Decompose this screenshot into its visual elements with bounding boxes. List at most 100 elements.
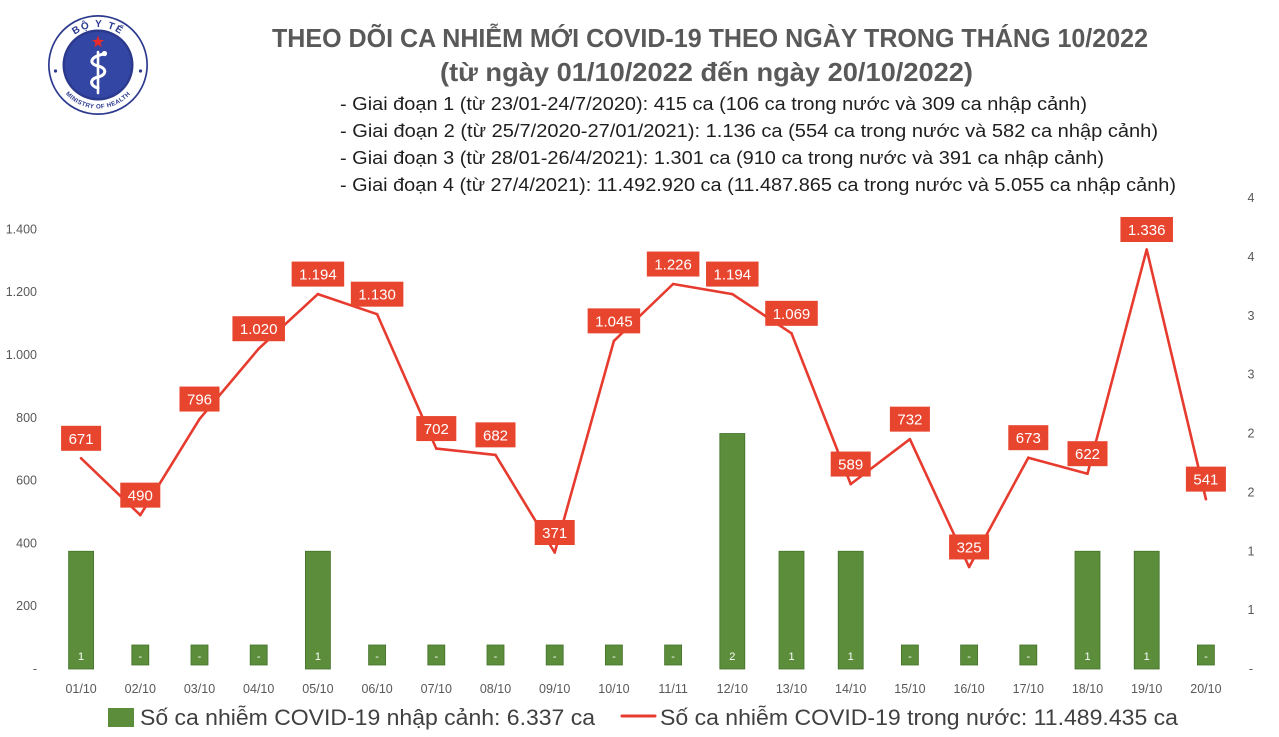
line-label-13-10: 1.069	[773, 306, 811, 323]
line-label-box-09-10	[534, 520, 575, 546]
chart-subtitle: (từ ngày 01/10/2022 đến ngày 20/10/2022)	[440, 57, 973, 87]
bar-zero-04-10	[249, 644, 268, 666]
bar-data-labels: 1 - - - 1 - - - - - - 2 1 1 - - - 1 1 -	[78, 651, 1208, 663]
line-point-18-10	[1086, 472, 1089, 475]
bar-label-14-10: 1	[848, 651, 854, 663]
bar-label-17-10: -	[1026, 651, 1030, 663]
x-tick-label-09-10: 09/10	[539, 682, 570, 696]
chart-title: THEO DÕI CA NHIỄM MỚI COVID-19 THEO NGÀY…	[272, 23, 1148, 53]
bar-zero-16-10	[960, 644, 978, 666]
y-right-tick-label: 3	[1248, 309, 1255, 323]
stage-4-annotation: - Giai đoạn 4 (từ 27/4/2021): 11.492.920…	[340, 174, 1176, 195]
line-label-09-10: 371	[542, 525, 567, 542]
x-axis: 01/10 02/10 03/10 04/10 05/10 06/10 07/10 08/10…	[65, 682, 1221, 696]
line-label-box-01-10	[61, 425, 102, 451]
line-point-15-10	[908, 437, 912, 441]
y-axis-right: - 1 1 2 2 3 3 4 4	[1248, 191, 1255, 676]
line-point-17-10	[1027, 456, 1030, 459]
bar-zero-10-10	[605, 644, 623, 666]
bar-label-15-10: -	[908, 651, 912, 663]
x-tick-label-04-10: 04/10	[243, 682, 274, 696]
stage-annotations: - Giai đoạn 1 (từ 23/01-24/7/2020): 415 …	[340, 93, 1176, 195]
line-label-box-07-10	[416, 416, 457, 442]
line-point-11-11	[671, 282, 675, 286]
ministry-of-health-logo: BỘ Y TẾ MINISTRY OF HEALTH	[48, 15, 148, 115]
y-right-tick-label: 2	[1248, 427, 1255, 441]
bar-label-10-10: -	[612, 651, 616, 663]
bar-label-09-10: -	[553, 651, 557, 663]
line-label-box-11-11	[646, 251, 700, 277]
y-right-tick-label: 1	[1248, 544, 1255, 558]
line-point-01-10	[79, 457, 83, 460]
line-point-10-10	[612, 339, 616, 343]
x-tick-label-10-10: 10/10	[598, 682, 629, 696]
y-right-tick-label: 1	[1248, 603, 1255, 617]
x-tick-label-12-10: 12/10	[717, 682, 748, 696]
y-left-tick-label: 200	[16, 599, 37, 613]
legend-item-line: Số ca nhiễm COVID-19 trong nước: 11.489.…	[620, 705, 1179, 730]
line-label-17-10: 673	[1016, 430, 1041, 447]
bar-zero-20-10	[1197, 644, 1215, 666]
bar-zero-02-10	[131, 644, 150, 666]
bar-zero-15-10	[901, 644, 919, 666]
x-tick-label-13-10: 13/10	[776, 682, 807, 696]
legend-label-line: Số ca nhiễm COVID-19 trong nước: 11.489.…	[660, 705, 1179, 730]
line-point-03-10	[198, 417, 201, 421]
bar-zero-07-10	[427, 644, 446, 666]
bar-label-12-10: 2	[729, 651, 735, 663]
bar-zero-11-11	[664, 644, 682, 666]
logo-dot-left	[53, 69, 58, 73]
x-tick-label-01-10: 01/10	[65, 682, 96, 696]
line-point-20-10	[1204, 497, 1208, 501]
line-label-box-15-10	[889, 406, 930, 432]
bar-label-13-10: 1	[788, 651, 794, 663]
x-tick-label-03-10: 03/10	[184, 682, 215, 696]
line-label-12-10: 1.194	[714, 267, 752, 284]
x-tick-label-17-10: 17/10	[1013, 682, 1044, 696]
bar-label-01-10: 1	[78, 651, 84, 663]
line-label-box-20-10	[1185, 466, 1226, 492]
y-left-tick-label: 800	[16, 411, 37, 425]
logo-top-label: BỘ Y TẾ	[70, 18, 126, 38]
bar-19-10	[1133, 550, 1160, 670]
bar-label-06-10: -	[375, 651, 379, 663]
y-right-tick-label: 4	[1248, 191, 1255, 205]
bar-18-10	[1074, 550, 1101, 670]
bar-13-10	[778, 550, 805, 670]
line-point-12-10	[731, 292, 734, 296]
line-label-10-10: 1.045	[595, 313, 633, 330]
line-label-08-10: 682	[483, 427, 508, 444]
line-label-box-05-10	[291, 261, 345, 287]
line-label-box-16-10	[949, 534, 990, 560]
line-label-18-10: 622	[1075, 446, 1100, 463]
x-tick-label-08-10: 08/10	[480, 682, 511, 696]
line-point-07-10	[435, 447, 438, 450]
x-tick-label-06-10: 06/10	[361, 682, 392, 696]
y-left-tick-label: 600	[16, 474, 37, 488]
line-label-02-10: 490	[128, 488, 153, 505]
line-point-04-10	[257, 347, 261, 351]
bar-label-07-10: -	[434, 651, 438, 663]
line-label-box-02-10	[120, 482, 161, 508]
line-point-09-10	[553, 551, 556, 554]
line-label-box-12-10	[706, 261, 759, 287]
y-right-tick-label: -	[1249, 662, 1253, 676]
line-label-07-10: 702	[424, 421, 449, 438]
y-left-tick-label: 1.200	[6, 285, 37, 299]
y-right-tick-label: 3	[1248, 368, 1255, 382]
x-tick-label-19-10: 19/10	[1131, 682, 1162, 696]
x-tick-label-02-10: 02/10	[125, 682, 156, 696]
bar-label-20-10: -	[1204, 651, 1208, 663]
line-data-labels: 671 490 796 1.020 1.194 1.130 702 682 371 1.045 1.…	[61, 216, 1226, 560]
line-point-13-10	[790, 332, 793, 335]
line-label-box-03-10	[179, 386, 220, 412]
logo-top-text: BỘ Y TẾ	[70, 18, 125, 38]
line-point-14-10	[849, 482, 852, 486]
line-series	[79, 248, 1208, 569]
bar-zero-03-10	[190, 644, 209, 666]
bar-zero-08-10	[486, 644, 505, 666]
bar-zero-09-10	[545, 644, 564, 666]
x-tick-label-18-10: 18/10	[1072, 682, 1103, 696]
x-tick-label-14-10: 14/10	[835, 682, 866, 696]
